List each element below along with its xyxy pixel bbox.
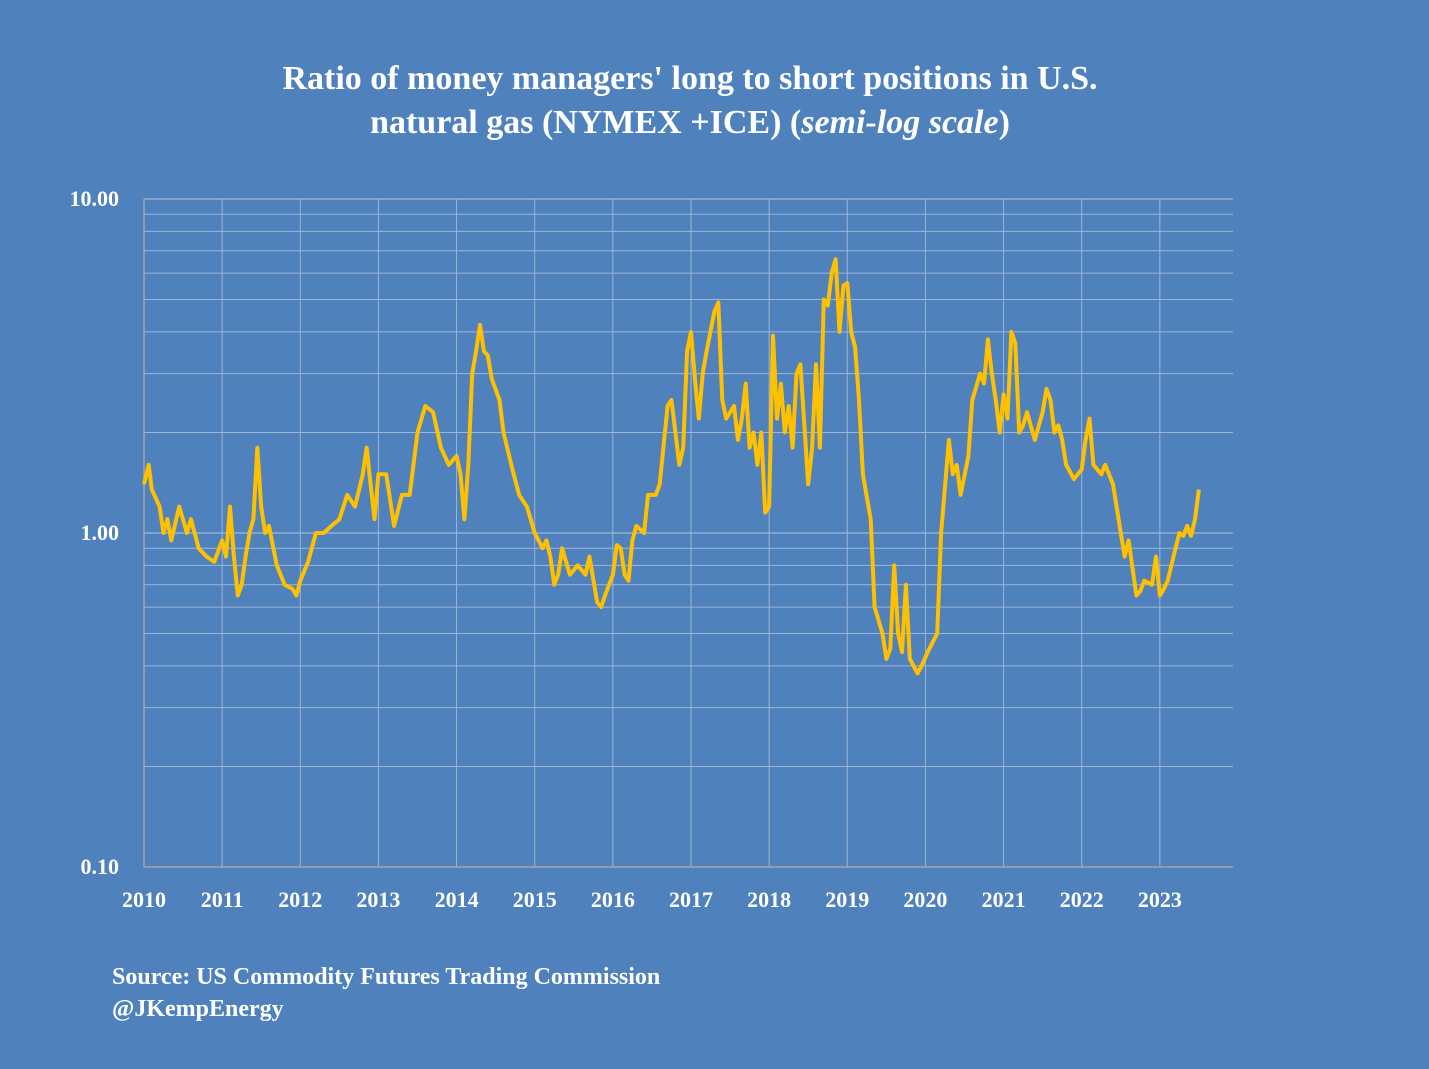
y-tick-label: 1.00 <box>81 520 120 545</box>
x-tick-label: 2019 <box>825 887 869 912</box>
x-tick-label: 2017 <box>669 887 713 912</box>
chart-title-line-2: natural gas (NYMEX +ICE) (semi-log scale… <box>370 104 1010 141</box>
credit-note: @JKempEnergy <box>112 996 284 1022</box>
x-tick-label: 2011 <box>201 887 244 912</box>
source-note: Source: US Commodity Futures Trading Com… <box>112 964 660 990</box>
title-emphasis: semi-log scale <box>800 104 998 141</box>
x-tick-label: 2012 <box>278 887 322 912</box>
x-tick-label: 2016 <box>591 887 635 912</box>
title-part: ) <box>999 104 1010 141</box>
x-tick-label: 2010 <box>122 887 166 912</box>
x-tick-label: 2013 <box>356 887 400 912</box>
x-tick-label: 2021 <box>982 887 1026 912</box>
x-tick-label: 2014 <box>435 887 479 912</box>
x-tick-label: 2018 <box>747 887 791 912</box>
series-line <box>142 257 1201 676</box>
x-tick-label: 2023 <box>1138 887 1182 912</box>
x-tick-label: 2020 <box>903 887 947 912</box>
y-tick-label: 10.00 <box>70 186 120 211</box>
x-tick-label: 2022 <box>1060 887 1104 912</box>
title-part: natural gas (NYMEX +ICE) ( <box>370 104 801 141</box>
chart-title-line-1: Ratio of money managers' long to short p… <box>282 60 1097 97</box>
y-tick-label: 0.10 <box>81 854 120 879</box>
x-tick-label: 2015 <box>513 887 557 912</box>
